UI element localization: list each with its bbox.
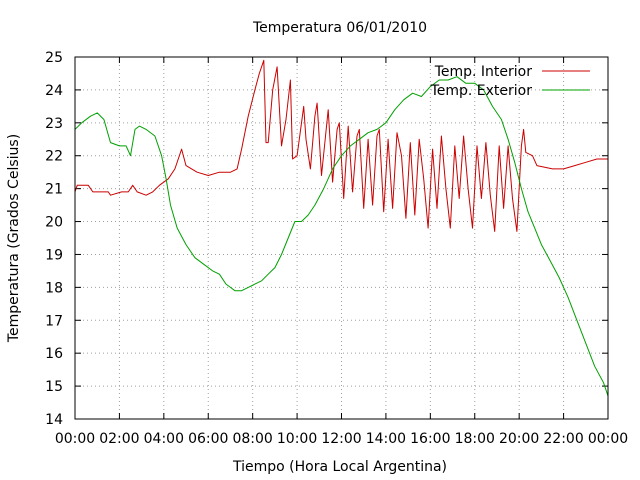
y-tick-label: 14 (45, 412, 63, 428)
x-tick-label: 18:00 (455, 431, 495, 447)
y-tick-label: 21 (45, 182, 63, 198)
y-tick-label: 17 (45, 313, 63, 329)
legend-label: Temp. Interior (434, 64, 533, 80)
series-line-temp-interior (74, 59, 608, 232)
x-tick-label: 00:00 (55, 431, 95, 447)
y-tick-label: 23 (45, 116, 63, 132)
y-tick-label: 15 (45, 379, 63, 395)
x-tick-label: 16:00 (410, 431, 450, 447)
x-tick-label: 02:00 (99, 431, 139, 447)
plot-frame (74, 56, 609, 420)
axis-ticks: 00:00 02:00 04:00 06:00 08:00 10:00 12:00 14:00… (45, 50, 628, 447)
x-tick-label: 14:00 (366, 431, 406, 447)
x-tick-label: 12:00 (321, 431, 361, 447)
x-tick-label: 06:00 (188, 431, 228, 447)
y-tick-label: 16 (45, 346, 63, 362)
y-tick-label: 20 (45, 215, 63, 231)
x-tick-label: 00:00 (588, 431, 628, 447)
x-tick-label: 10:00 (277, 431, 317, 447)
x-tick-label: 20:00 (499, 431, 539, 447)
y-tick-label: 25 (45, 50, 63, 66)
y-tick-label: 19 (45, 247, 63, 263)
y-tick-label: 18 (45, 280, 63, 296)
chart-title: Temperatura 06/01/2010 (252, 20, 427, 36)
y-tick-label: 22 (45, 149, 63, 165)
y-axis-label: Temperatura (Grados Celsius) (6, 134, 22, 343)
legend: Temp. Interior Temp. Exterior (430, 64, 590, 99)
x-tick-label: 04:00 (144, 431, 184, 447)
x-tick-label: 22:00 (543, 431, 583, 447)
legend-label: Temp. Exterior (430, 83, 533, 99)
grid (74, 56, 609, 420)
x-tick-label: 08:00 (232, 431, 272, 447)
y-tick-label: 24 (45, 83, 63, 99)
x-axis-label: Tiempo (Hora Local Argentina) (232, 459, 447, 475)
series-line-temp-exterior (74, 76, 609, 397)
series-layer (74, 59, 609, 397)
